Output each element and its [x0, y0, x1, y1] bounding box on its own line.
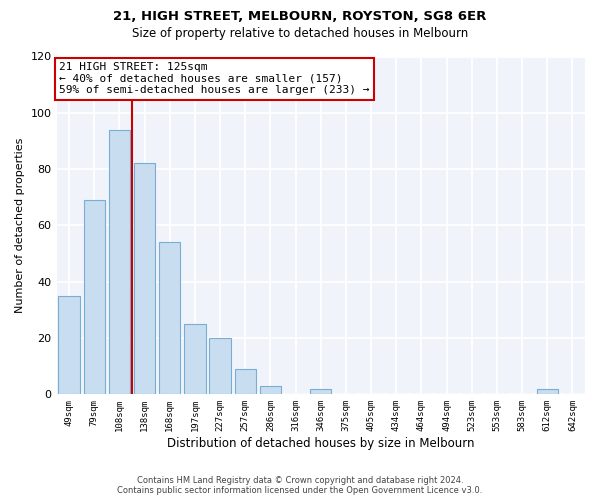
Bar: [134, 164, 155, 394]
Bar: [260, 386, 281, 394]
Bar: [58, 296, 80, 394]
Bar: [209, 338, 231, 394]
Bar: [310, 388, 331, 394]
Text: Contains HM Land Registry data © Crown copyright and database right 2024.
Contai: Contains HM Land Registry data © Crown c…: [118, 476, 482, 495]
Text: 21 HIGH STREET: 125sqm
← 40% of detached houses are smaller (157)
59% of semi-de: 21 HIGH STREET: 125sqm ← 40% of detached…: [59, 62, 370, 96]
Bar: [536, 388, 558, 394]
X-axis label: Distribution of detached houses by size in Melbourn: Distribution of detached houses by size …: [167, 437, 475, 450]
Bar: [235, 369, 256, 394]
Bar: [83, 200, 105, 394]
Text: Size of property relative to detached houses in Melbourn: Size of property relative to detached ho…: [132, 28, 468, 40]
Text: 21, HIGH STREET, MELBOURN, ROYSTON, SG8 6ER: 21, HIGH STREET, MELBOURN, ROYSTON, SG8 …: [113, 10, 487, 23]
Y-axis label: Number of detached properties: Number of detached properties: [15, 138, 25, 313]
Bar: [159, 242, 181, 394]
Bar: [109, 130, 130, 394]
Bar: [184, 324, 206, 394]
